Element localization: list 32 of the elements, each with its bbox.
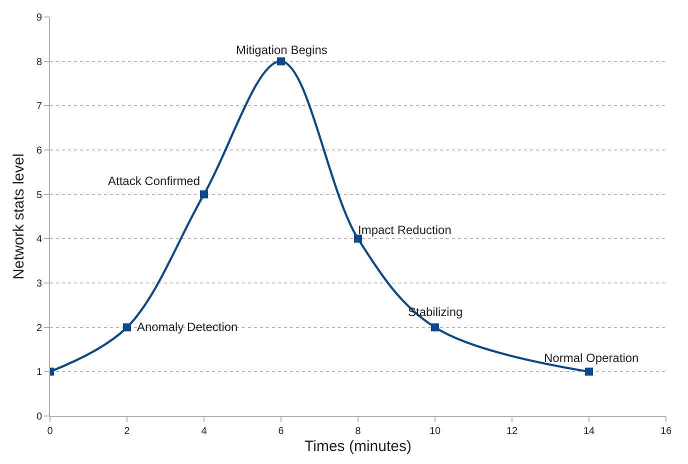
x-tick-label: 4 [201, 426, 208, 437]
point [585, 368, 593, 376]
point [200, 190, 208, 198]
point [277, 57, 285, 66]
y-tick-label: 6 [36, 146, 42, 156]
point [431, 323, 439, 332]
annotation: Impact Reduction [358, 223, 452, 237]
x-tick-label: 14 [583, 426, 595, 437]
y-tick-label: 2 [36, 322, 42, 334]
annotation: Normal Operation [544, 351, 639, 365]
annotation: Attack Confirmed [108, 174, 200, 188]
y-tick-label: 5 [36, 190, 42, 201]
y-tick-label: 3 [36, 278, 42, 290]
y-tick-label: 1 [36, 367, 42, 378]
y-tick-label: 9 [36, 12, 42, 24]
x-axis-title: Times (minutes) [304, 438, 412, 455]
y-axis-title: Network stats level [10, 154, 28, 280]
y-tick-label: 0 [36, 412, 42, 422]
y-tick-label: 8 [36, 56, 42, 68]
x-tick-label: 0 [47, 426, 54, 437]
point [123, 323, 131, 332]
annotation: Anomaly Detection [137, 320, 238, 334]
x-tick-label: 8 [355, 426, 362, 437]
x-tick-label: 12 [506, 426, 518, 437]
annotation: Mitigation Begins [236, 43, 328, 57]
y-tick-label: 4 [36, 234, 42, 246]
x-tick-label: 6 [278, 426, 284, 437]
point [354, 234, 362, 243]
x-tick-label: 16 [660, 426, 672, 437]
y-tick-label: 7 [36, 101, 42, 112]
x-tick-label: 10 [429, 426, 441, 437]
x-tick-label: 2 [124, 426, 130, 437]
